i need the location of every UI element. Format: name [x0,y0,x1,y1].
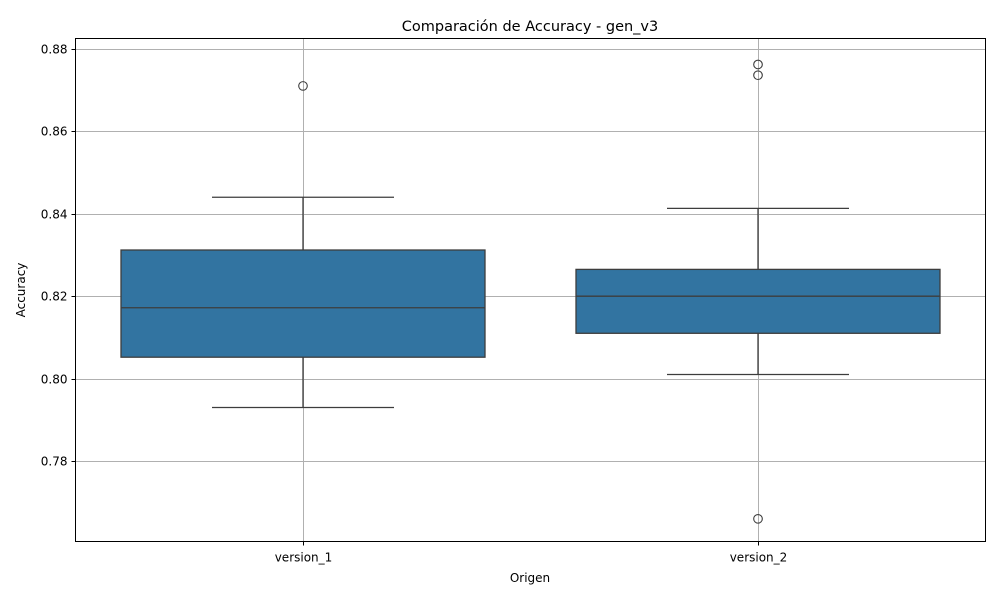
box-version_2 [575,268,941,334]
outlier-point [753,513,763,524]
outlier-point [753,59,763,70]
outlier-point [753,70,763,81]
y-tick-label: 0.78 [41,455,68,469]
y-tick-label: 0.84 [41,208,68,222]
x-tick-label: version_1 [275,551,333,565]
y-axis-label: Accuracy [14,263,28,318]
x-axis-label: Origen [510,571,550,585]
y-tick-label: 0.88 [41,43,68,57]
x-tick-label: version_2 [730,551,788,565]
y-tick-label: 0.82 [41,290,68,304]
box-version_1 [120,249,486,358]
outlier-point [298,81,308,91]
y-tick-label: 0.86 [41,125,68,139]
box-layer [120,59,941,524]
chart-title: Comparación de Accuracy - gen_v3 [402,19,658,35]
y-tick-label: 0.80 [41,373,68,387]
tick-layer: 0.78 0.80 0.82 0.84 0.86 0.88 version_1 version… [41,43,788,565]
plot-area-frame [75,38,986,542]
